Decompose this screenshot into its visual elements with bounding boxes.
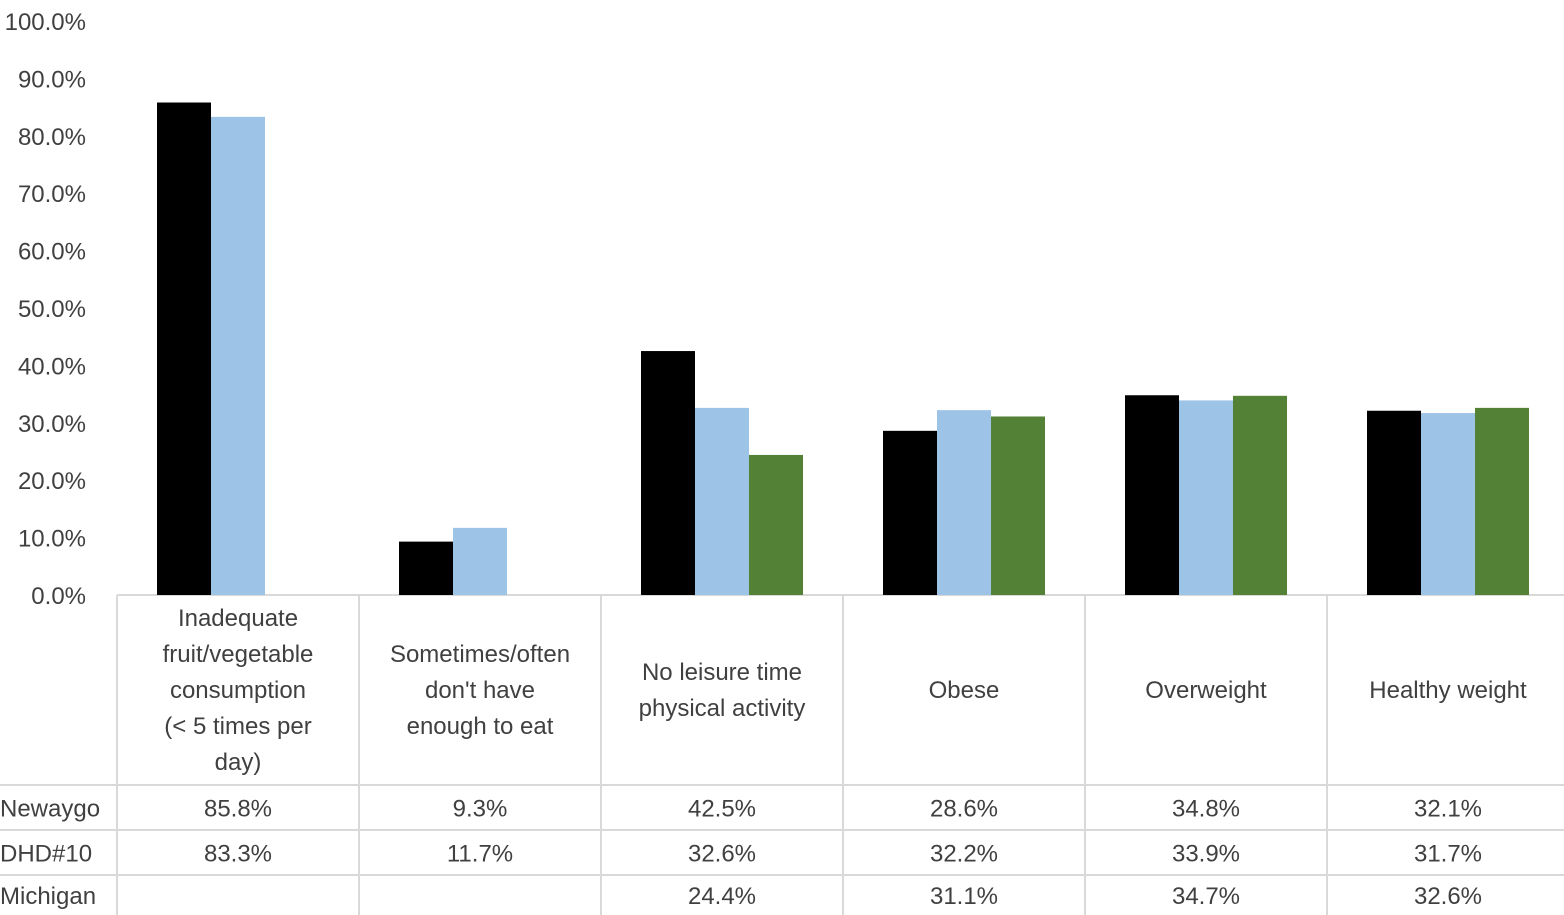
- y-tick-label: 80.0%: [18, 124, 86, 151]
- table-value-label: 32.6%: [1414, 883, 1482, 910]
- table-value-label: 28.6%: [930, 796, 998, 823]
- table-value-label: 42.5%: [688, 796, 756, 823]
- category-label: Sometimes/often: [390, 641, 570, 668]
- bar-dhd-10: [1179, 400, 1233, 595]
- bar-newaygo: [883, 430, 937, 595]
- table-value-label: 24.4%: [688, 883, 756, 910]
- category-label: Healthy weight: [1369, 677, 1527, 704]
- category-label: fruit/vegetable: [163, 641, 314, 668]
- y-tick-label: 40.0%: [18, 353, 86, 380]
- table-value-label: 32.1%: [1414, 796, 1482, 823]
- bar-michigan: [1475, 407, 1529, 595]
- category-label: don't have: [425, 677, 535, 704]
- series-name-label: DHD#10: [0, 841, 92, 868]
- bar-newaygo: [1367, 410, 1421, 595]
- bar-newaygo: [641, 351, 695, 595]
- y-tick-label: 10.0%: [18, 526, 86, 553]
- table-value-label: 32.6%: [688, 841, 756, 868]
- bar-newaygo: [157, 102, 211, 596]
- bar-newaygo: [1125, 395, 1179, 595]
- table-value-label: 11.7%: [447, 841, 513, 868]
- category-label: day): [215, 749, 262, 776]
- y-tick-label: 30.0%: [18, 411, 86, 438]
- bar-michigan: [991, 416, 1045, 595]
- series-name-label: Michigan: [0, 883, 96, 910]
- y-tick-label: 70.0%: [18, 181, 86, 208]
- category-label: Inadequate: [178, 605, 298, 632]
- category-label: physical activity: [639, 695, 806, 722]
- table-value-label: 31.7%: [1414, 841, 1482, 868]
- bar-dhd-10: [1421, 413, 1475, 595]
- y-tick-label: 100.0%: [5, 9, 86, 36]
- category-label: consumption: [170, 677, 306, 704]
- table-value-label: 83.3%: [204, 841, 272, 868]
- series-name-label: Newaygo: [0, 796, 100, 823]
- bar-michigan: [749, 454, 803, 595]
- table-value-label: 32.2%: [930, 841, 998, 868]
- y-tick-label: 60.0%: [18, 239, 86, 266]
- bar-dhd-10: [937, 410, 991, 595]
- table-value-label: 34.8%: [1172, 796, 1240, 823]
- y-tick-label: 0.0%: [31, 583, 86, 610]
- bar-michigan: [1233, 395, 1287, 595]
- y-tick-label: 20.0%: [18, 468, 86, 495]
- category-label: Obese: [929, 677, 1000, 704]
- bar-dhd-10: [453, 527, 507, 595]
- category-label: (< 5 times per: [164, 713, 311, 740]
- table-value-label: 34.7%: [1172, 883, 1240, 910]
- bar-dhd-10: [211, 116, 265, 595]
- y-tick-label: 50.0%: [18, 296, 86, 323]
- category-label: No leisure time: [642, 659, 802, 686]
- table-value-label: 31.1%: [930, 883, 998, 910]
- category-label: Overweight: [1145, 677, 1267, 704]
- bar-dhd-10: [695, 407, 749, 595]
- category-label: enough to eat: [407, 713, 554, 740]
- table-value-label: 85.8%: [204, 796, 272, 823]
- table-value-label: 33.9%: [1172, 841, 1240, 868]
- bar-newaygo: [399, 541, 453, 595]
- table-value-label: 9.3%: [453, 796, 508, 823]
- y-tick-label: 90.0%: [18, 66, 86, 93]
